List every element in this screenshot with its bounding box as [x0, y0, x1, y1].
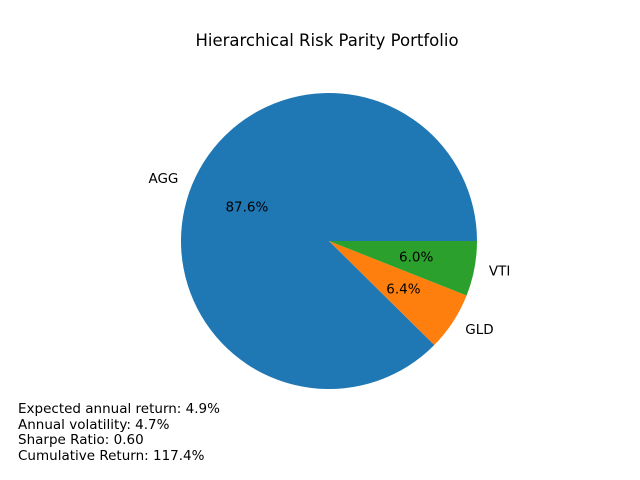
- slice-label-agg: AGG: [148, 171, 178, 187]
- stats-block: Expected annual return: 4.9% Annual volat…: [18, 401, 220, 464]
- pie-slice-vti: [329, 241, 477, 296]
- slice-label-vti: VTI: [489, 264, 510, 280]
- slice-pct-gld: 6.4%: [386, 282, 420, 298]
- stat-line: Expected annual return: 4.9%: [18, 401, 220, 417]
- stat-line: Cumulative Return: 117.4%: [18, 447, 205, 464]
- stat-line: Sharpe Ratio: 0.60: [18, 432, 144, 448]
- slice-pct-agg: 87.6%: [225, 199, 268, 215]
- pie-slice-agg: [181, 93, 477, 390]
- slice-label-gld: GLD: [465, 322, 493, 338]
- chart-title: Hierarchical Risk Parity Portfolio: [195, 31, 459, 50]
- pie-slice-gld: [329, 241, 467, 345]
- slice-pct-vti: 6.0%: [399, 250, 433, 266]
- stat-line: Annual volatility: 4.7%: [18, 416, 170, 433]
